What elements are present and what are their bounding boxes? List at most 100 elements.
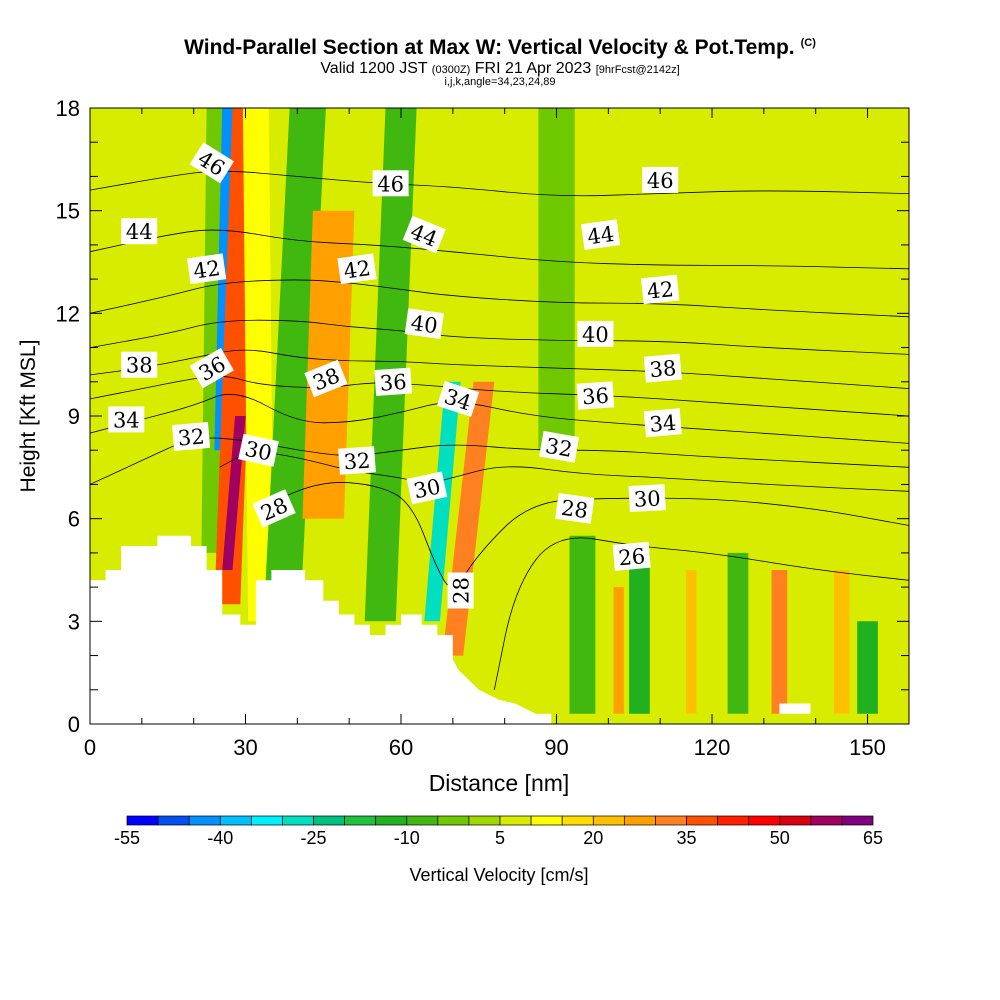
svg-text:26: 26 xyxy=(617,544,646,570)
colorbar-tick-label: -25 xyxy=(300,828,326,848)
isentrope-32 xyxy=(90,437,909,485)
velocity-band-15 xyxy=(727,552,749,714)
isentrope-46 xyxy=(90,170,909,197)
svg-text:36: 36 xyxy=(581,384,609,410)
svg-text:40: 40 xyxy=(582,323,609,347)
colorbar-swatch xyxy=(623,815,656,826)
colorbar-swatch xyxy=(126,815,159,826)
colorbar-tick-label: -55 xyxy=(114,828,140,848)
colorbar-swatch xyxy=(250,815,283,826)
contour-label-12: 38 xyxy=(304,359,348,398)
colorbar-tick-label: 35 xyxy=(676,828,696,848)
svg-text:28: 28 xyxy=(450,577,474,604)
colorbar-swatch xyxy=(499,815,532,826)
y-tick-label: 9 xyxy=(68,404,80,429)
colorbar-swatch xyxy=(717,815,750,826)
colorbar-tick-label: -10 xyxy=(394,828,420,848)
velocity-band-12 xyxy=(613,587,624,714)
x-tick-label: 120 xyxy=(694,735,731,760)
colorbar-swatch xyxy=(686,815,718,826)
isentrope-44 xyxy=(90,229,909,270)
contour-label-10: 40 xyxy=(577,320,614,347)
colorbar-swatch xyxy=(375,815,408,826)
x-tick-label: 60 xyxy=(389,735,413,760)
colorbar-swatch xyxy=(841,815,874,826)
x-axis: 0 30 60 90 120 150 xyxy=(84,108,886,760)
colorbar-swatch xyxy=(188,815,221,826)
svg-text:44: 44 xyxy=(586,222,616,249)
terrain xyxy=(90,535,909,724)
svg-text:42: 42 xyxy=(342,256,372,283)
colorbar-swatch xyxy=(748,815,781,826)
colorbar-tick-label: 50 xyxy=(770,828,790,848)
velocity-band-8 xyxy=(424,381,461,622)
isentrope-34 xyxy=(90,393,909,444)
chart-indices: i,j,k,angle=34,23,24,89 xyxy=(444,76,556,88)
contour-label-29: 26 xyxy=(612,541,651,571)
svg-text:32: 32 xyxy=(177,424,206,450)
y-tick-label: 6 xyxy=(68,507,80,532)
colorbar-swatch xyxy=(561,815,594,826)
contour-label-20: 32 xyxy=(172,421,211,452)
colorbar-swatch xyxy=(406,815,439,826)
velocity-band-16 xyxy=(771,570,788,714)
colorbar-label: Vertical Velocity [cm/s] xyxy=(409,865,588,885)
colorbar: -55 -40 -25 -10 5 20 35 50 65 xyxy=(114,815,883,848)
colorbar-swatch xyxy=(810,815,843,826)
contour-label-15: 36 xyxy=(374,367,413,397)
svg-text:46: 46 xyxy=(377,172,404,196)
contour-label-2: 46 xyxy=(642,166,679,193)
colorbar-tick-label: -40 xyxy=(207,828,233,848)
y-tick-label: 3 xyxy=(68,609,80,634)
contour-label-22: 32 xyxy=(539,430,580,463)
y-tick-label: 12 xyxy=(56,301,80,326)
colorbar-swatch xyxy=(655,815,687,826)
copyright-mark: (C) xyxy=(800,37,816,49)
contour-label-3: 44 xyxy=(121,218,158,245)
x-axis-label: Distance [nm] xyxy=(429,770,570,796)
vertical-velocity-field xyxy=(201,108,878,714)
contour-label-28: 28 xyxy=(447,572,474,609)
svg-text:46: 46 xyxy=(647,169,674,193)
svg-text:34: 34 xyxy=(649,411,678,437)
isentrope-36 xyxy=(90,375,909,417)
velocity-band-18 xyxy=(857,621,878,714)
svg-text:44: 44 xyxy=(126,220,153,244)
colorbar-tick-label: 5 xyxy=(495,828,505,848)
colorbar-swatch xyxy=(779,815,812,826)
contour-label-5: 44 xyxy=(580,219,621,250)
colorbar-swatch xyxy=(468,815,501,826)
contour-label-9: 40 xyxy=(404,308,444,339)
contour-label-1: 46 xyxy=(372,170,409,197)
velocity-band-7 xyxy=(364,108,417,622)
y-axis-label: Height [Kft MSL] xyxy=(17,340,40,493)
svg-text:32: 32 xyxy=(343,449,371,475)
svg-text:32: 32 xyxy=(544,434,574,462)
velocity-band-13 xyxy=(629,552,650,714)
contour-label-27: 28 xyxy=(555,493,595,524)
contour-label-16: 36 xyxy=(576,381,615,410)
svg-text:36: 36 xyxy=(379,370,407,396)
svg-text:34: 34 xyxy=(113,408,140,432)
colorbar-swatch xyxy=(592,815,625,826)
svg-text:38: 38 xyxy=(126,354,153,378)
contour-label-14: 36 xyxy=(189,347,234,389)
x-tick-label: 150 xyxy=(849,735,886,760)
svg-text:38: 38 xyxy=(649,356,678,382)
isentrope-26 xyxy=(493,537,909,690)
colorbar-swatch xyxy=(219,815,252,826)
chart-subtitle: Valid 1200 JST (0300Z) FRI 21 Apr 2023 [… xyxy=(320,60,680,77)
y-tick-label: 15 xyxy=(56,199,80,224)
contour-label-25: 30 xyxy=(628,484,666,513)
colorbar-swatch xyxy=(157,815,190,826)
isentrope-40 xyxy=(90,319,909,355)
colorbar-swatch xyxy=(313,815,345,826)
isentrope-lines xyxy=(90,170,909,690)
contour-label-18: 34 xyxy=(436,380,480,417)
x-tick-label: 0 xyxy=(84,735,96,760)
velocity-band-10 xyxy=(538,108,575,451)
